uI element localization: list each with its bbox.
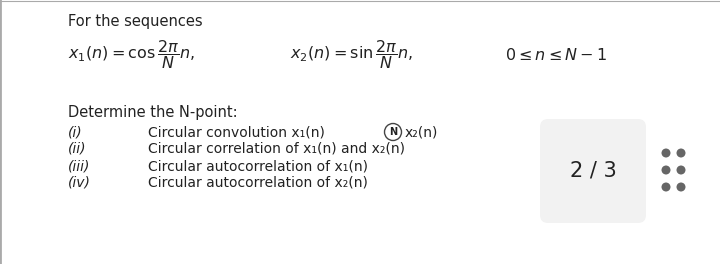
Text: Circular autocorrelation of x₁(n): Circular autocorrelation of x₁(n) [148,159,368,173]
Circle shape [662,148,670,158]
FancyBboxPatch shape [540,119,646,223]
Circle shape [677,166,685,175]
Text: $x_2(n) = \sin\dfrac{2\pi}{N}n,$: $x_2(n) = \sin\dfrac{2\pi}{N}n,$ [290,39,413,72]
Circle shape [677,182,685,191]
Circle shape [662,182,670,191]
Text: Circular autocorrelation of x₂(n): Circular autocorrelation of x₂(n) [148,176,368,190]
Text: For the sequences: For the sequences [68,14,202,29]
Text: $x_1(n) = \cos\dfrac{2\pi}{N}n,$: $x_1(n) = \cos\dfrac{2\pi}{N}n,$ [68,39,194,72]
Circle shape [677,148,685,158]
Text: (ii): (ii) [68,142,86,156]
Text: N: N [389,127,397,137]
Text: Circular correlation of x₁(n) and x₂(n): Circular correlation of x₁(n) and x₂(n) [148,142,405,156]
Text: (i): (i) [68,125,83,139]
Text: $0 \leq n \leq N-1$: $0 \leq n \leq N-1$ [505,47,607,63]
Circle shape [662,166,670,175]
Text: Determine the N-point:: Determine the N-point: [68,105,238,120]
Text: x₂(n): x₂(n) [405,125,438,139]
Text: (iv): (iv) [68,176,91,190]
Text: (iii): (iii) [68,159,91,173]
Text: 2 / 3: 2 / 3 [570,161,616,181]
Text: Circular convolution x₁(n): Circular convolution x₁(n) [148,125,325,139]
